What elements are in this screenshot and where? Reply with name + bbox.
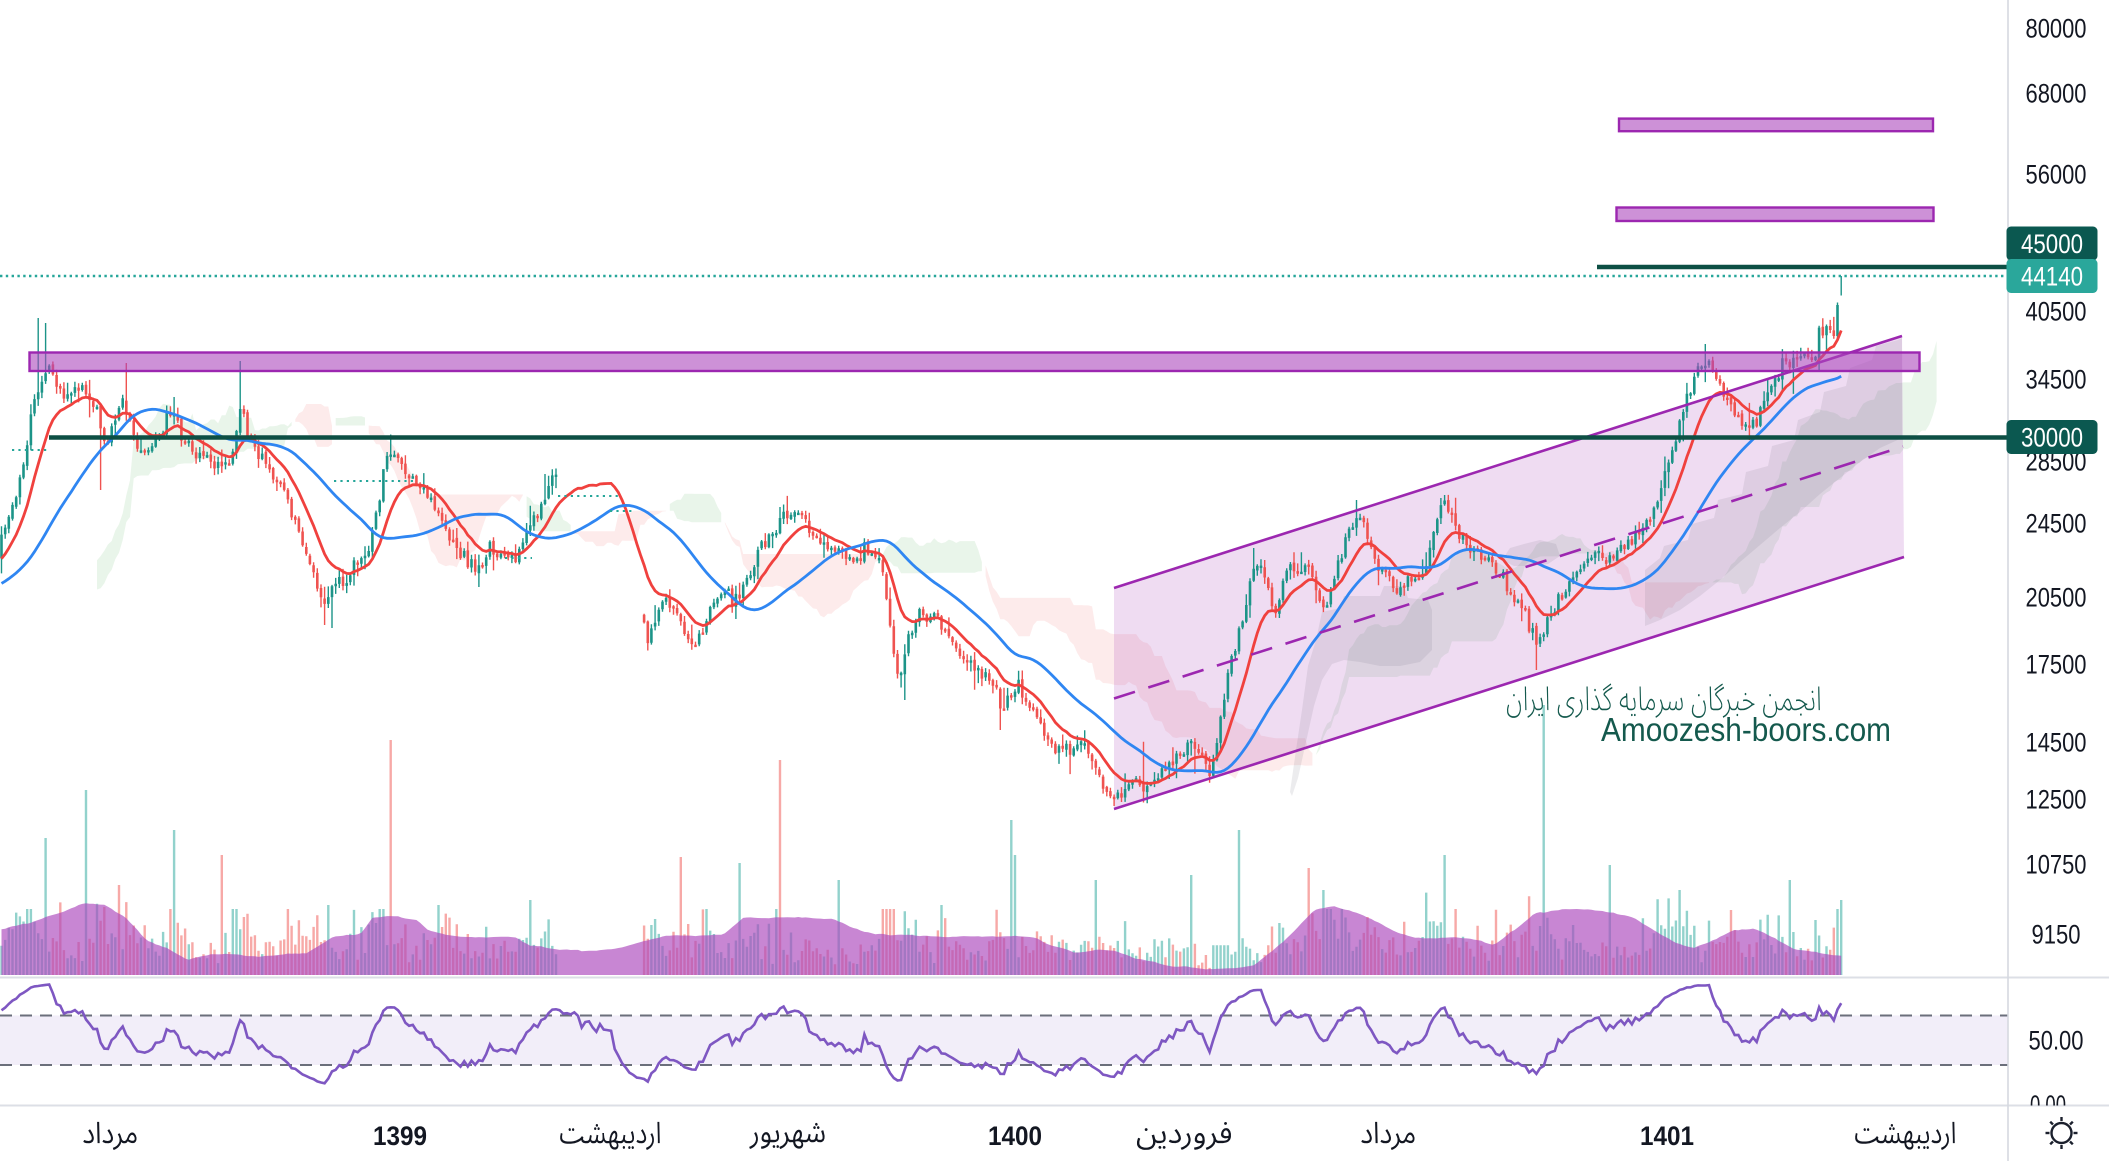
svg-text:30000: 30000	[2021, 423, 2083, 453]
svg-text:1401: 1401	[1640, 1121, 1694, 1151]
svg-text:0.00: 0.00	[2030, 1090, 2066, 1120]
svg-text:45000: 45000	[2021, 229, 2083, 259]
svg-text:68000: 68000	[2026, 79, 2087, 109]
svg-text:14500: 14500	[2026, 728, 2087, 758]
svg-text:17500: 17500	[2026, 650, 2087, 680]
svg-text:1400: 1400	[988, 1121, 1042, 1151]
svg-text:1399: 1399	[373, 1121, 427, 1151]
svg-text:80000: 80000	[2026, 14, 2087, 44]
svg-text:10750: 10750	[2026, 850, 2087, 880]
svg-text:12500: 12500	[2026, 785, 2087, 815]
svg-text:24500: 24500	[2026, 509, 2087, 539]
svg-text:Amoozesh-boors.com: Amoozesh-boors.com	[1601, 711, 1891, 748]
svg-text:34500: 34500	[2026, 365, 2087, 395]
svg-text:56000: 56000	[2026, 160, 2087, 190]
svg-text:50.00: 50.00	[2029, 1026, 2084, 1056]
svg-text:40500: 40500	[2026, 297, 2087, 327]
svg-text:9150: 9150	[2032, 920, 2081, 950]
svg-text:20500: 20500	[2026, 583, 2087, 613]
svg-text:44140: 44140	[2021, 262, 2083, 292]
